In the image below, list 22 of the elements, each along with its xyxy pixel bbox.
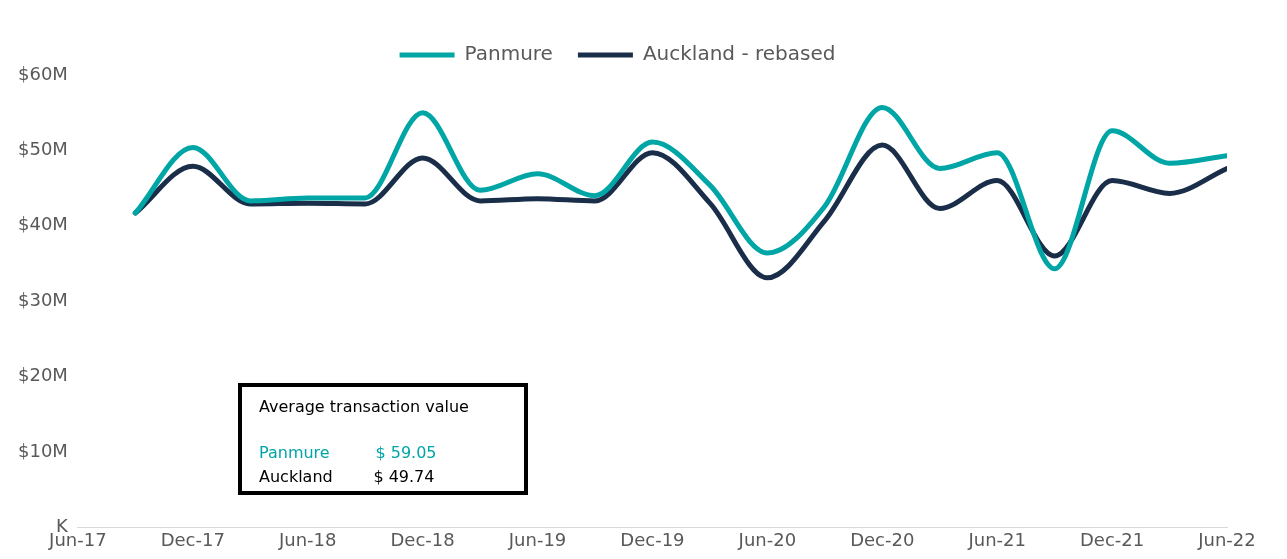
- x-tick-label: Dec-17: [160, 528, 225, 550]
- x-tick-label: Jun-21: [967, 528, 1026, 550]
- x-tick-label: Jun-20: [737, 528, 797, 550]
- x-tick-label: Jun-22: [1197, 528, 1256, 550]
- annotation: Panmure $ 59.05: [259, 443, 437, 462]
- x-tick-label: Dec-21: [1079, 528, 1145, 550]
- y-tick-label: $30M: [18, 288, 68, 310]
- y-tick-label: $50M: [18, 138, 68, 160]
- y-tick-label: $60M: [18, 62, 68, 84]
- x-tick-label: Dec-20: [850, 528, 915, 550]
- x-tick-label: Dec-19: [620, 528, 685, 550]
- y-tick-label: $40M: [18, 213, 68, 235]
- x-tick-label: Dec-18: [390, 528, 455, 550]
- annotation: Average transaction value: [259, 397, 469, 416]
- annotation: Auckland $ 49.74: [259, 467, 435, 486]
- legend-label: Panmure: [464, 41, 553, 66]
- legend-label: Auckland - rebased: [642, 41, 836, 66]
- y-tick-label: $10M: [18, 439, 68, 461]
- x-tick-label: Jun-18: [277, 528, 337, 550]
- x-tick-label: Jun-19: [507, 528, 567, 550]
- y-tick-label: $20M: [18, 364, 68, 386]
- note-box: Average transaction value Panmure $ 59.05 Auckland $ 49.74: [238, 383, 528, 495]
